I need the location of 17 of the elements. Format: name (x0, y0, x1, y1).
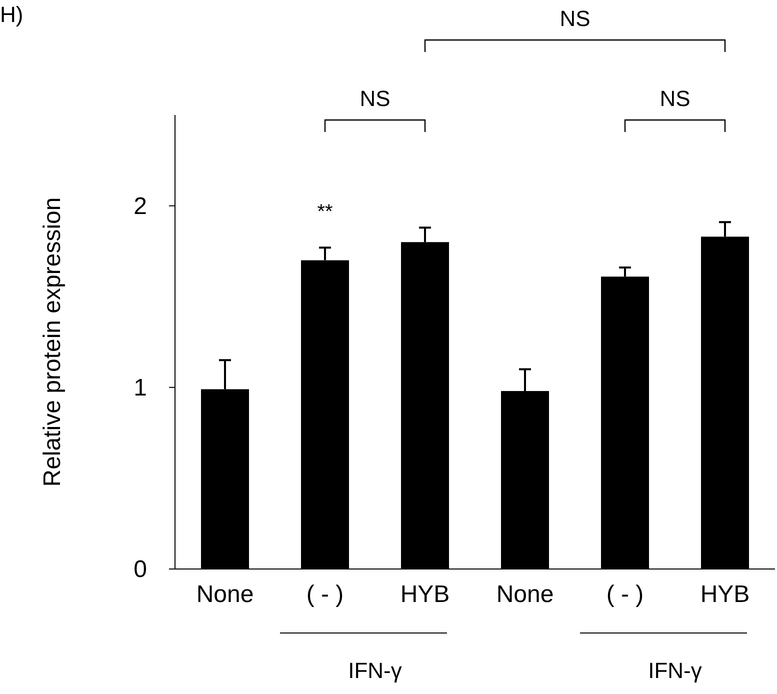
x-tick-label: HYB (400, 581, 450, 608)
x-tick-label: HYB (700, 581, 750, 608)
text: NS (660, 86, 690, 111)
text: H) (0, 2, 24, 27)
x-tick-label: None (196, 581, 254, 608)
x-tick-label: None (496, 581, 554, 608)
annotation: ** (317, 201, 333, 223)
text: NS (560, 6, 590, 31)
x-tick-label: ( - ) (606, 581, 644, 608)
text: IFN-γ (348, 658, 402, 683)
y-tick-label: 0 (134, 556, 147, 583)
y-tick-label: 1 (134, 374, 147, 402)
x-tick-label: ( - ) (306, 581, 344, 608)
text: IFN-γ (648, 658, 702, 683)
y-axis-title: Relative protein expression (39, 197, 66, 487)
y-tick-label: 2 (134, 192, 147, 220)
text: NS (360, 86, 390, 111)
